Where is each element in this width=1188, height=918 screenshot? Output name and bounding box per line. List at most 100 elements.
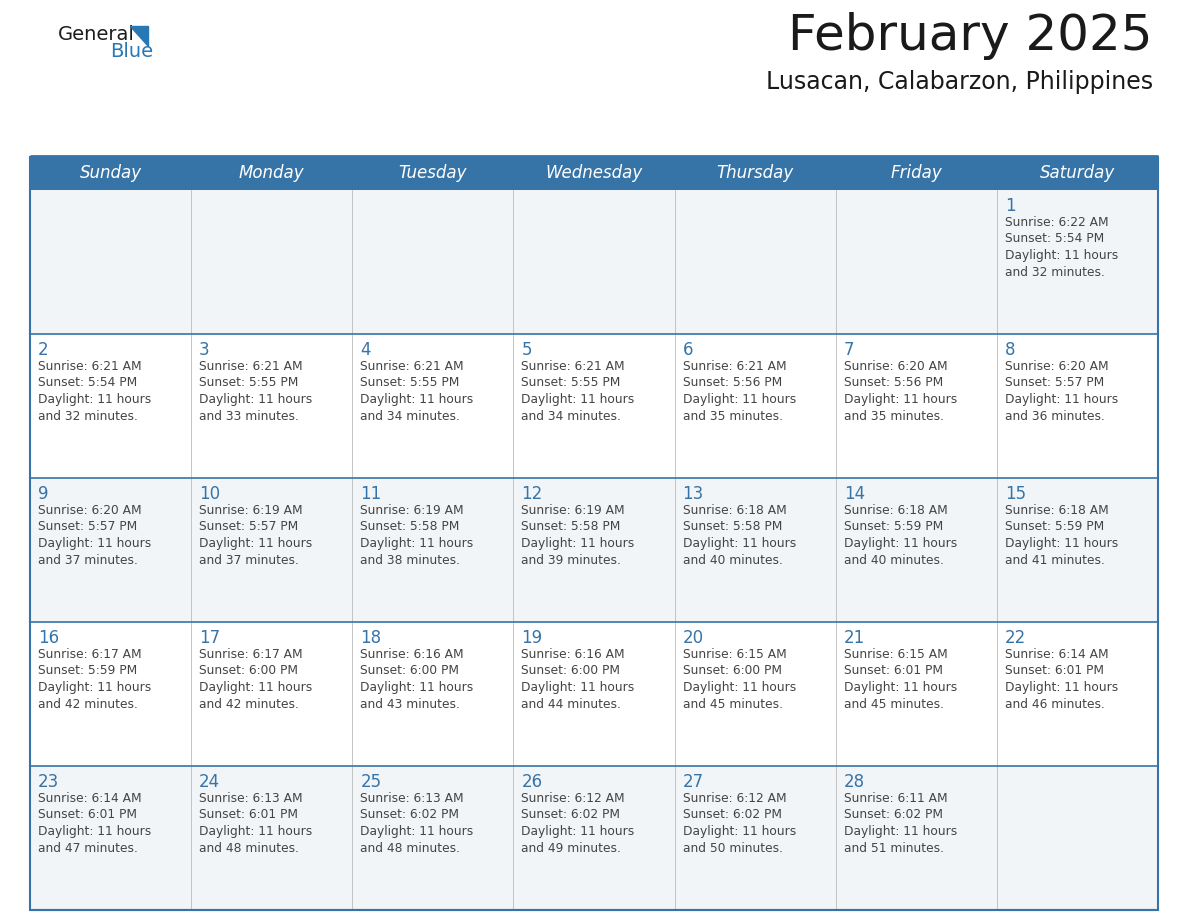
Text: Sunset: 5:55 PM: Sunset: 5:55 PM [200,376,298,389]
Text: Daylight: 11 hours: Daylight: 11 hours [843,825,958,838]
Text: and 32 minutes.: and 32 minutes. [1005,265,1105,278]
Text: 22: 22 [1005,629,1026,647]
Text: 4: 4 [360,341,371,359]
Text: Sunset: 5:56 PM: Sunset: 5:56 PM [683,376,782,389]
Text: and 34 minutes.: and 34 minutes. [360,409,460,422]
Text: Sunrise: 6:17 AM: Sunrise: 6:17 AM [38,648,141,661]
Text: 27: 27 [683,773,703,791]
Text: and 40 minutes.: and 40 minutes. [843,554,943,566]
Text: 26: 26 [522,773,543,791]
Text: and 37 minutes.: and 37 minutes. [200,554,299,566]
Polygon shape [129,26,148,46]
Text: 16: 16 [38,629,59,647]
Text: 8: 8 [1005,341,1016,359]
Text: Lusacan, Calabarzon, Philippines: Lusacan, Calabarzon, Philippines [766,70,1154,94]
Text: Sunset: 5:59 PM: Sunset: 5:59 PM [38,665,138,677]
Bar [30,478,1158,622]
Text: Sunrise: 6:19 AM: Sunrise: 6:19 AM [200,504,303,517]
Text: Saturday: Saturday [1040,164,1116,183]
Bar [30,334,1158,478]
Text: Daylight: 11 hours: Daylight: 11 hours [1005,393,1118,406]
Text: Daylight: 11 hours: Daylight: 11 hours [38,537,151,550]
Text: Sunrise: 6:22 AM: Sunrise: 6:22 AM [1005,216,1108,229]
Text: Daylight: 11 hours: Daylight: 11 hours [843,681,958,694]
Text: and 50 minutes.: and 50 minutes. [683,842,783,855]
Text: Daylight: 11 hours: Daylight: 11 hours [522,537,634,550]
Text: Sunset: 6:02 PM: Sunset: 6:02 PM [360,809,460,822]
Text: Daylight: 11 hours: Daylight: 11 hours [200,681,312,694]
Text: 14: 14 [843,485,865,503]
Text: Daylight: 11 hours: Daylight: 11 hours [200,537,312,550]
Text: Sunset: 6:00 PM: Sunset: 6:00 PM [360,665,460,677]
Text: Daylight: 11 hours: Daylight: 11 hours [843,393,958,406]
Text: Sunset: 5:56 PM: Sunset: 5:56 PM [843,376,943,389]
Text: and 39 minutes.: and 39 minutes. [522,554,621,566]
Text: and 48 minutes.: and 48 minutes. [360,842,460,855]
Text: 28: 28 [843,773,865,791]
Text: 9: 9 [38,485,49,503]
Text: Sunset: 5:54 PM: Sunset: 5:54 PM [1005,232,1104,245]
Text: Sunrise: 6:19 AM: Sunrise: 6:19 AM [360,504,463,517]
Text: Sunset: 6:00 PM: Sunset: 6:00 PM [200,665,298,677]
Text: 24: 24 [200,773,220,791]
Bar [30,190,1158,334]
Text: Sunrise: 6:18 AM: Sunrise: 6:18 AM [683,504,786,517]
Text: Sunset: 5:59 PM: Sunset: 5:59 PM [1005,521,1104,533]
Text: and 43 minutes.: and 43 minutes. [360,698,460,711]
Text: Daylight: 11 hours: Daylight: 11 hours [38,681,151,694]
Text: Sunset: 6:01 PM: Sunset: 6:01 PM [1005,665,1104,677]
Text: Daylight: 11 hours: Daylight: 11 hours [360,393,474,406]
Text: General: General [58,25,135,44]
Text: Daylight: 11 hours: Daylight: 11 hours [843,537,958,550]
Text: 20: 20 [683,629,703,647]
Text: and 35 minutes.: and 35 minutes. [843,409,943,422]
Text: and 45 minutes.: and 45 minutes. [683,698,783,711]
Text: and 38 minutes.: and 38 minutes. [360,554,460,566]
Text: Tuesday: Tuesday [399,164,467,183]
Text: Sunday: Sunday [80,164,141,183]
Text: Sunset: 6:00 PM: Sunset: 6:00 PM [522,665,620,677]
Text: Sunset: 5:55 PM: Sunset: 5:55 PM [360,376,460,389]
Text: and 33 minutes.: and 33 minutes. [200,409,299,422]
Text: Sunset: 5:55 PM: Sunset: 5:55 PM [522,376,621,389]
Text: and 51 minutes.: and 51 minutes. [843,842,943,855]
Text: and 44 minutes.: and 44 minutes. [522,698,621,711]
Text: Daylight: 11 hours: Daylight: 11 hours [38,393,151,406]
Text: 10: 10 [200,485,220,503]
Text: Sunrise: 6:13 AM: Sunrise: 6:13 AM [360,792,463,805]
Text: 13: 13 [683,485,703,503]
Text: Sunset: 6:00 PM: Sunset: 6:00 PM [683,665,782,677]
Text: Sunrise: 6:21 AM: Sunrise: 6:21 AM [683,360,786,373]
Text: Sunrise: 6:14 AM: Sunrise: 6:14 AM [1005,648,1108,661]
Text: Sunset: 6:02 PM: Sunset: 6:02 PM [522,809,620,822]
Text: Sunrise: 6:15 AM: Sunrise: 6:15 AM [843,648,948,661]
Text: Blue: Blue [110,42,153,61]
Text: 23: 23 [38,773,59,791]
Text: Sunset: 5:54 PM: Sunset: 5:54 PM [38,376,138,389]
Text: Daylight: 11 hours: Daylight: 11 hours [683,393,796,406]
Text: and 41 minutes.: and 41 minutes. [1005,554,1105,566]
Text: 18: 18 [360,629,381,647]
Text: Daylight: 11 hours: Daylight: 11 hours [38,825,151,838]
Text: and 40 minutes.: and 40 minutes. [683,554,783,566]
Text: and 35 minutes.: and 35 minutes. [683,409,783,422]
Text: 3: 3 [200,341,210,359]
Text: and 32 minutes.: and 32 minutes. [38,409,138,422]
Bar [30,157,1158,910]
Text: 15: 15 [1005,485,1026,503]
Text: and 36 minutes.: and 36 minutes. [1005,409,1105,422]
Text: Sunrise: 6:18 AM: Sunrise: 6:18 AM [843,504,948,517]
Text: Sunset: 5:59 PM: Sunset: 5:59 PM [843,521,943,533]
Text: and 42 minutes.: and 42 minutes. [38,698,138,711]
Text: 21: 21 [843,629,865,647]
Text: and 45 minutes.: and 45 minutes. [843,698,943,711]
Text: Sunset: 5:57 PM: Sunset: 5:57 PM [200,521,298,533]
Text: Sunset: 6:01 PM: Sunset: 6:01 PM [200,809,298,822]
Text: Sunrise: 6:15 AM: Sunrise: 6:15 AM [683,648,786,661]
Bar [30,157,1158,190]
Text: Sunrise: 6:21 AM: Sunrise: 6:21 AM [522,360,625,373]
Text: February 2025: February 2025 [789,12,1154,60]
Text: 12: 12 [522,485,543,503]
Text: Sunrise: 6:16 AM: Sunrise: 6:16 AM [360,648,463,661]
Text: and 37 minutes.: and 37 minutes. [38,554,138,566]
